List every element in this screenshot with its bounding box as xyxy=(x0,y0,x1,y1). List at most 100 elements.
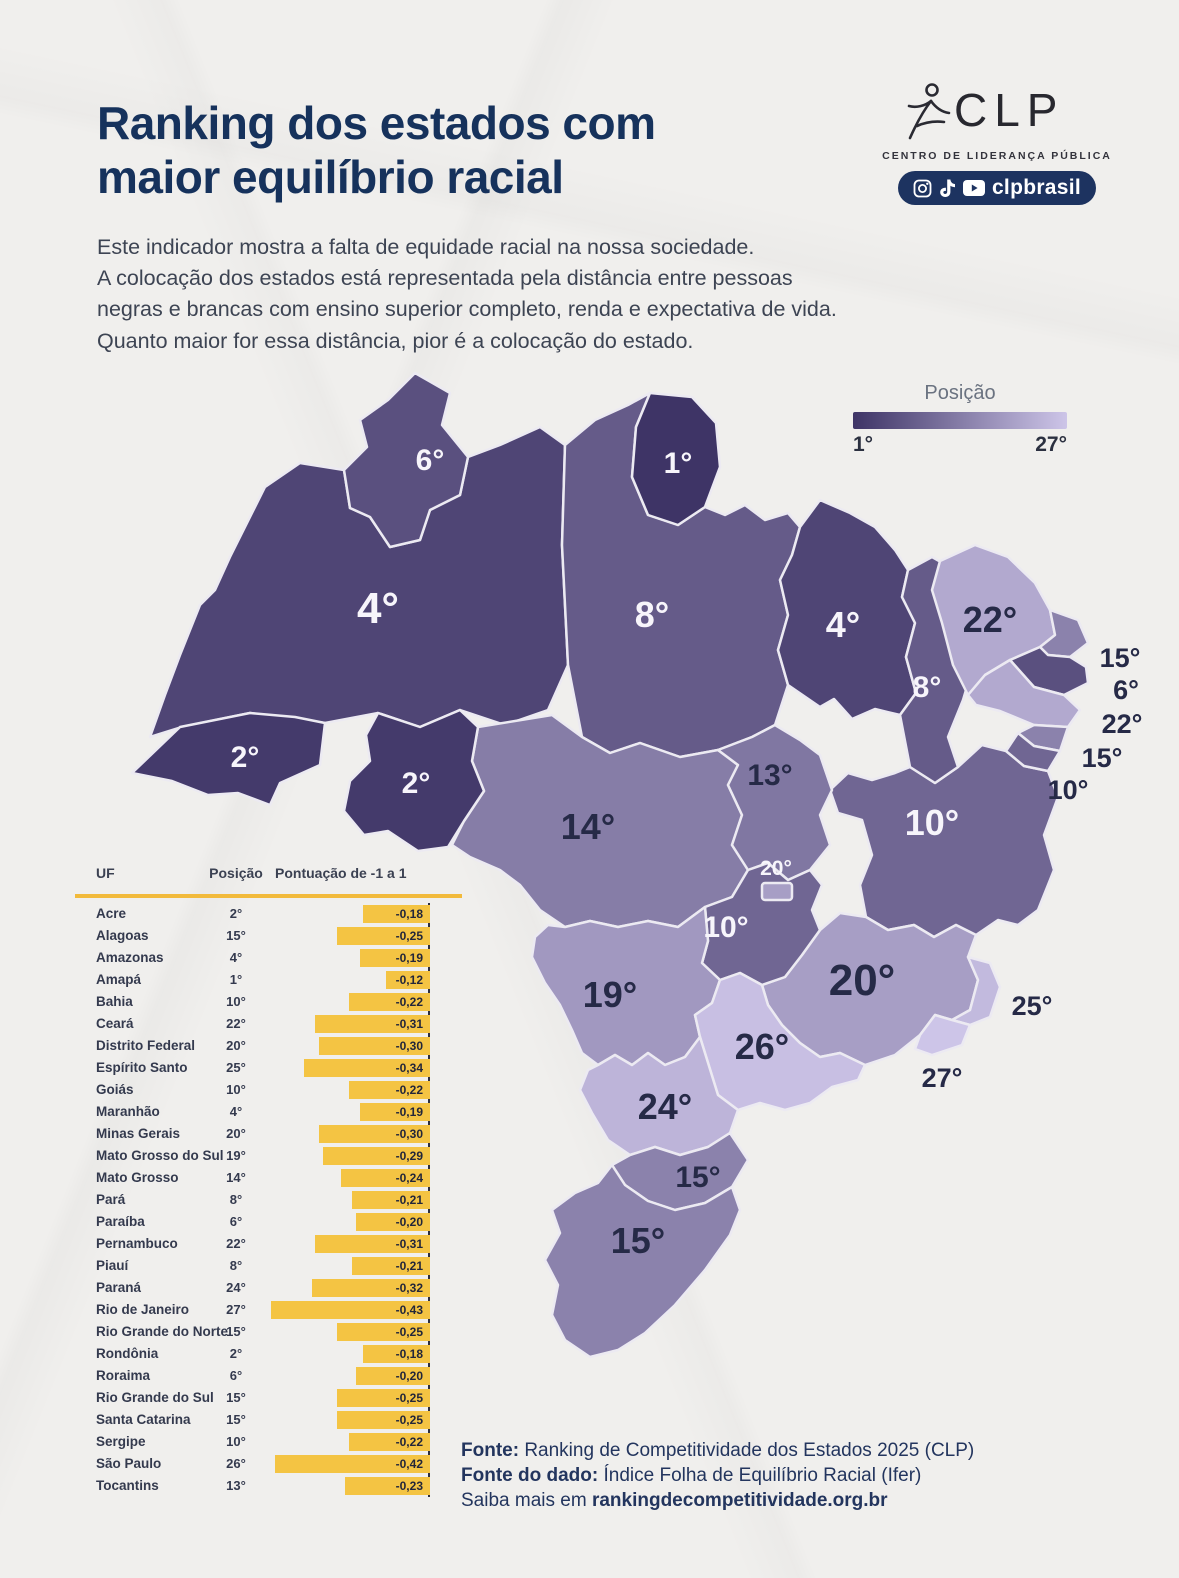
score-value: -0,21 xyxy=(395,1258,423,1273)
bar-zone: -0,21 xyxy=(267,1256,462,1275)
score-value: -0,34 xyxy=(395,1060,423,1075)
table-row: Pará 8° -0,21 xyxy=(75,1189,462,1211)
score-table: UF Posição Pontuação de -1 a 1 Acre 2° -0,… xyxy=(75,858,462,1497)
state-name: Rondônia xyxy=(96,1346,159,1361)
score-value: -0,12 xyxy=(395,972,423,987)
bar-zone: -0,19 xyxy=(267,948,462,967)
table-row: Bahia 10° -0,22 xyxy=(75,991,462,1013)
state-name: Santa Catarina xyxy=(96,1412,191,1427)
bar-zone: -0,20 xyxy=(267,1212,462,1231)
score-value: -0,18 xyxy=(395,906,423,921)
score-bar: -0,18 xyxy=(363,904,430,923)
social-pill: clpbrasil xyxy=(897,171,1097,205)
state-AC xyxy=(130,711,327,807)
state-name: Pará xyxy=(96,1192,126,1207)
score-value: -0,25 xyxy=(395,928,423,943)
header-posicao: Posição xyxy=(209,865,263,881)
score-value: -0,30 xyxy=(395,1038,423,1053)
state-position: 15° xyxy=(226,1324,246,1339)
table-row: Paraíba 6° -0,20 xyxy=(75,1211,462,1233)
table-row: Amazonas 4° -0,19 xyxy=(75,947,462,969)
table-row: Maranhão 4° -0,19 xyxy=(75,1101,462,1123)
state-position-label-MT: 14° xyxy=(561,806,615,847)
state-position-label-MG: 20° xyxy=(829,956,896,1005)
state-position-label-MS: 19° xyxy=(583,974,637,1015)
state-position: 22° xyxy=(226,1236,246,1251)
bar-zone: -0,42 xyxy=(267,1454,462,1473)
state-position: 10° xyxy=(226,994,246,1009)
social-handle: clpbrasil xyxy=(991,176,1082,199)
state-position: 10° xyxy=(226,1434,246,1449)
state-position: 8° xyxy=(229,1192,243,1207)
state-name: Rio Grande do Norte xyxy=(96,1324,229,1339)
state-name: Distrito Federal xyxy=(96,1038,196,1053)
score-bar: -0,18 xyxy=(363,1344,430,1363)
score-bar: -0,23 xyxy=(345,1476,430,1495)
state-position-label-RO: 2° xyxy=(402,767,431,800)
state-position-label-TO: 13° xyxy=(747,759,792,792)
state-name: Pernambuco xyxy=(96,1236,178,1251)
table-row: São Paulo 26° -0,42 xyxy=(75,1453,462,1475)
score-bar: -0,21 xyxy=(352,1256,430,1275)
youtube-icon xyxy=(962,180,985,196)
bar-zone: -0,18 xyxy=(267,904,462,923)
table-row: Rio Grande do Sul 15° -0,25 xyxy=(75,1387,462,1409)
score-table-rows: Acre 2° -0,18 Alagoas 15° -0,25 Amazonas 4° -0,1… xyxy=(75,902,462,1497)
state-position-label-RJ: 27° xyxy=(922,1063,963,1093)
table-header: UF Posição Pontuação de -1 a 1 xyxy=(75,858,462,888)
website-url: rankingdecompetitividade.org.br xyxy=(591,1490,888,1512)
state-position: 20° xyxy=(226,1038,246,1053)
score-bar: -0,21 xyxy=(352,1190,430,1209)
state-name: Tocantins xyxy=(96,1478,159,1493)
table-row: Espírito Santo 25° -0,34 xyxy=(75,1057,462,1079)
header-uf: UF xyxy=(96,865,115,881)
bar-zone: -0,25 xyxy=(267,1322,462,1341)
state-position: 14° xyxy=(226,1170,246,1185)
legend-min-label: 1° xyxy=(853,433,874,456)
state-name: Mato Grosso do Sul xyxy=(96,1148,224,1163)
state-position: 22° xyxy=(226,1016,246,1031)
state-position: 2° xyxy=(229,1346,243,1361)
table-row: Goiás 10° -0,22 xyxy=(75,1079,462,1101)
state-position-label-MA: 4° xyxy=(826,604,860,645)
state-name: Rio de Janeiro xyxy=(96,1302,190,1317)
bar-zone: -0,20 xyxy=(267,1366,462,1385)
table-row: Roraima 6° -0,20 xyxy=(75,1365,462,1387)
score-bar: -0,30 xyxy=(319,1124,430,1143)
state-name: Goiás xyxy=(96,1082,134,1097)
state-name: Acre xyxy=(96,906,127,921)
state-position: 4° xyxy=(229,950,243,965)
score-value: -0,21 xyxy=(395,1192,423,1207)
table-row: Rio de Janeiro 27° -0,43 xyxy=(75,1299,462,1321)
state-position: 24° xyxy=(226,1280,246,1295)
clp-logo-text: CLP xyxy=(954,84,1064,136)
clp-logo: CLP xyxy=(907,83,1064,140)
table-row: Alagoas 15° -0,25 xyxy=(75,925,462,947)
bar-zone: -0,30 xyxy=(267,1036,462,1055)
state-name: Paraíba xyxy=(96,1214,145,1229)
source-line-1: Fonte: Ranking de Competitividade dos Es… xyxy=(461,1440,975,1461)
table-row: Ceará 22° -0,31 xyxy=(75,1013,462,1035)
state-position: 13° xyxy=(226,1478,246,1493)
state-position-label-PA: 8° xyxy=(635,594,669,635)
clp-logo-subtitle: CENTRO DE LIDERANÇA PÚBLICA xyxy=(882,150,1112,162)
state-name: Roraima xyxy=(96,1368,151,1383)
score-value: -0,19 xyxy=(395,1104,423,1119)
state-position-label-ES: 25° xyxy=(1012,991,1053,1021)
state-name: Rio Grande do Sul xyxy=(96,1390,214,1405)
score-value: -0,43 xyxy=(395,1302,423,1317)
score-value: -0,31 xyxy=(395,1236,423,1251)
score-value: -0,22 xyxy=(395,1082,423,1097)
legend-title: Posição xyxy=(924,382,996,404)
state-name: Maranhão xyxy=(96,1104,160,1119)
state-name: Sergipe xyxy=(96,1434,146,1449)
score-value: -0,23 xyxy=(395,1478,423,1493)
score-bar: -0,22 xyxy=(349,1432,430,1451)
bar-zone: -0,18 xyxy=(267,1344,462,1363)
state-PR xyxy=(578,1035,740,1157)
score-bar: -0,12 xyxy=(386,970,430,989)
state-name: Espírito Santo xyxy=(96,1060,188,1075)
instagram-icon xyxy=(913,179,932,197)
table-row: Amapá 1° -0,12 xyxy=(75,969,462,991)
state-position: 20° xyxy=(226,1126,246,1141)
